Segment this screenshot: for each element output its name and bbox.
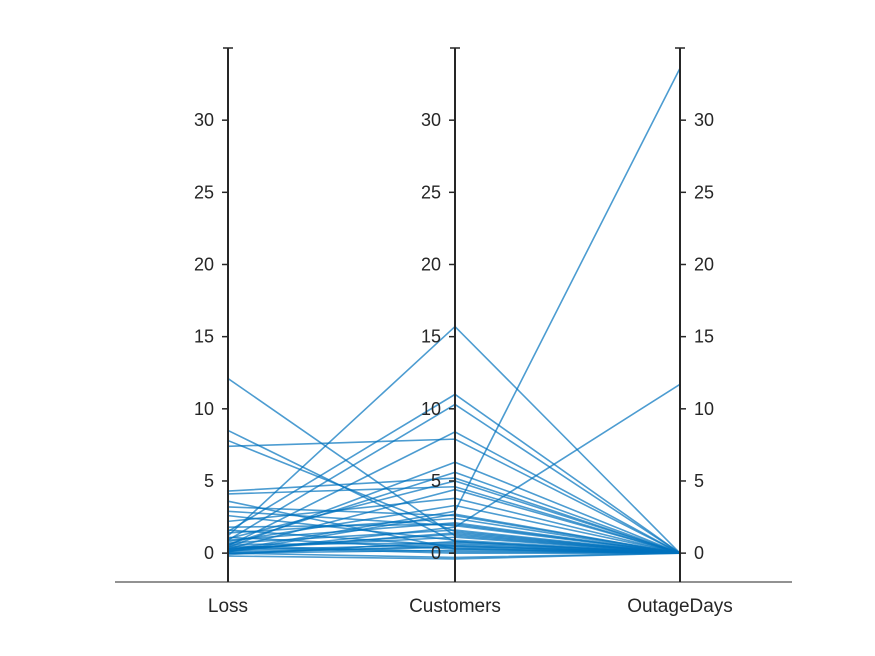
tick-label: 0 xyxy=(431,543,441,563)
tick-label: 0 xyxy=(204,543,214,563)
coordinate-label: OutageDays xyxy=(627,596,733,617)
tick-label: 10 xyxy=(694,399,714,419)
tick-label: 15 xyxy=(421,327,441,347)
tick-label: 20 xyxy=(421,254,441,274)
tick-label: 10 xyxy=(194,399,214,419)
tick-label: 5 xyxy=(694,471,704,491)
tick-label: 15 xyxy=(694,327,714,347)
tick-label: 30 xyxy=(694,110,714,130)
tick-label: 30 xyxy=(194,110,214,130)
tick-label: 5 xyxy=(431,471,441,491)
tick-label: 10 xyxy=(421,399,441,419)
tick-label: 15 xyxy=(194,327,214,347)
coordinate-axes: 0 5 10 15 20 25 30 Loss 0 5 10 15 20 25 30 Customers 0 5 1… xyxy=(194,47,733,617)
coordinate-label: Loss xyxy=(208,596,248,617)
tick-label: 25 xyxy=(194,182,214,202)
axis-customers: 0 5 10 15 20 25 30 Customers xyxy=(409,47,501,617)
tick-label: 20 xyxy=(694,254,714,274)
axis-loss: 0 5 10 15 20 25 30 Loss xyxy=(194,47,248,617)
axis-outagedays: 0 5 10 15 20 25 30 OutageDays xyxy=(627,47,733,617)
tick-label: 30 xyxy=(421,110,441,130)
tick-label: 20 xyxy=(194,254,214,274)
coordinate-label: Customers xyxy=(409,596,501,617)
tick-label: 25 xyxy=(694,182,714,202)
tick-label: 5 xyxy=(204,471,214,491)
tick-label: 25 xyxy=(421,182,441,202)
tick-label: 0 xyxy=(694,543,704,563)
